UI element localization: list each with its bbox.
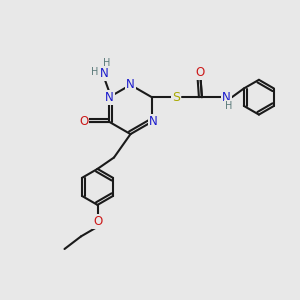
Text: N: N [222,91,231,104]
Text: N: N [149,115,158,128]
Text: N: N [100,67,109,80]
Text: S: S [172,91,180,104]
Text: H: H [103,58,110,68]
Text: O: O [79,115,88,128]
Text: H: H [225,101,233,111]
Text: N: N [105,91,114,104]
Text: O: O [196,66,205,79]
Text: O: O [93,215,102,228]
Text: H: H [91,67,98,77]
Text: N: N [126,78,135,92]
